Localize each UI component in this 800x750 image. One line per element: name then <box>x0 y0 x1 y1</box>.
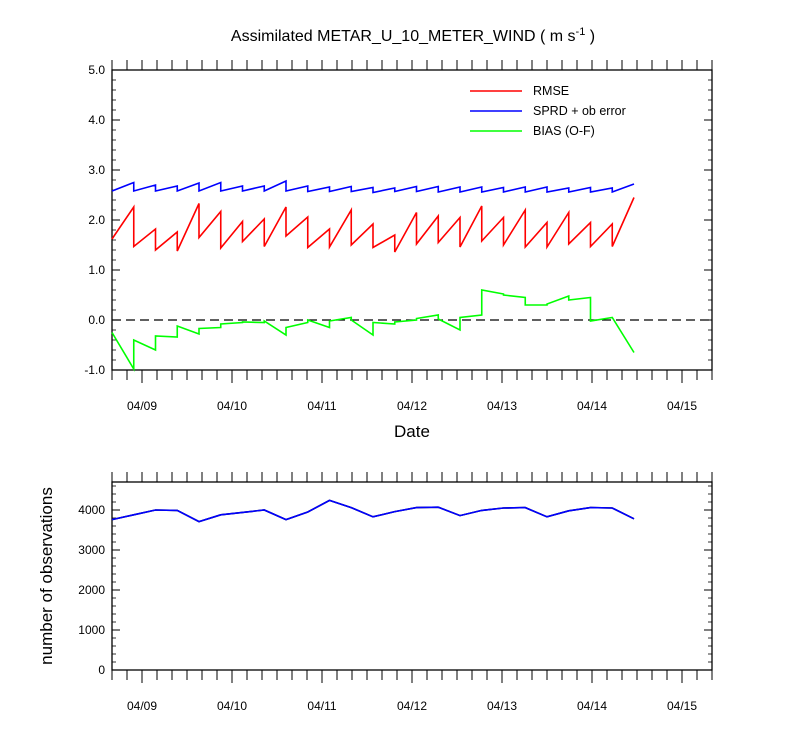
legend-label: BIAS (O-F) <box>533 124 595 138</box>
series-line-rmse <box>111 197 635 253</box>
top-x-axis-title: Date <box>394 422 430 441</box>
x-tick-label: 04/15 <box>667 399 697 413</box>
x-tick-label: 04/09 <box>127 699 157 713</box>
y-tick-label: 0 <box>98 663 105 677</box>
legend-label: SPRD + ob error <box>533 104 626 118</box>
x-tick-label: 04/11 <box>307 699 336 713</box>
chart-title: Assimilated METAR_U_10_METER_WIND ( m s-… <box>231 26 595 45</box>
y-tick-label: 3.0 <box>88 163 105 177</box>
chart-title-end: ) <box>585 28 595 45</box>
x-tick-label: 04/10 <box>217 399 247 413</box>
y-tick-label: 0.0 <box>88 313 105 327</box>
bottom-y-axis-title: number of observations <box>37 487 56 665</box>
y-tick-label: 4.0 <box>88 113 105 127</box>
series-line-bias-o-f- <box>111 289 635 372</box>
chart-title-main: Assimilated METAR_U_10_METER_WIND ( m s <box>231 28 576 45</box>
y-tick-label: 3000 <box>78 543 105 557</box>
x-tick-label: 04/10 <box>217 699 247 713</box>
y-tick-label: 2.0 <box>88 213 105 227</box>
x-tick-label: 04/12 <box>397 399 427 413</box>
y-tick-label: 1000 <box>78 623 105 637</box>
y-tick-label: 5.0 <box>88 63 105 77</box>
series-line-sprd-ob-error <box>111 179 635 194</box>
y-tick-label: 4000 <box>78 503 105 517</box>
x-tick-label: 04/14 <box>577 699 607 713</box>
chart-title-superscript: -1 <box>576 26 586 38</box>
x-tick-label: 04/11 <box>307 399 336 413</box>
bottom-chart: 0 1000 2000 3000 4000 04/09 04/10 04/11 04/12 04/… <box>78 472 713 713</box>
legend-label: RMSE <box>533 84 569 98</box>
y-tick-label: 2000 <box>78 583 105 597</box>
x-tick-label: 04/12 <box>397 699 427 713</box>
x-tick-label: 04/13 <box>487 699 517 713</box>
y-tick-label: 1.0 <box>88 263 105 277</box>
top-chart: -1.0 0.0 1.0 2.0 3.0 4.0 5.0 04/09 04/10 04/11 04/… <box>84 60 713 413</box>
x-tick-label: 04/14 <box>577 399 607 413</box>
y-tick-label: -1.0 <box>84 363 105 377</box>
series-line-obs-1 <box>111 499 635 523</box>
series-line-obs-0 <box>111 499 635 523</box>
x-tick-label: 04/15 <box>667 699 697 713</box>
plot-frame <box>111 481 713 671</box>
x-tick-label: 04/09 <box>127 399 157 413</box>
x-tick-label: 04/13 <box>487 399 517 413</box>
